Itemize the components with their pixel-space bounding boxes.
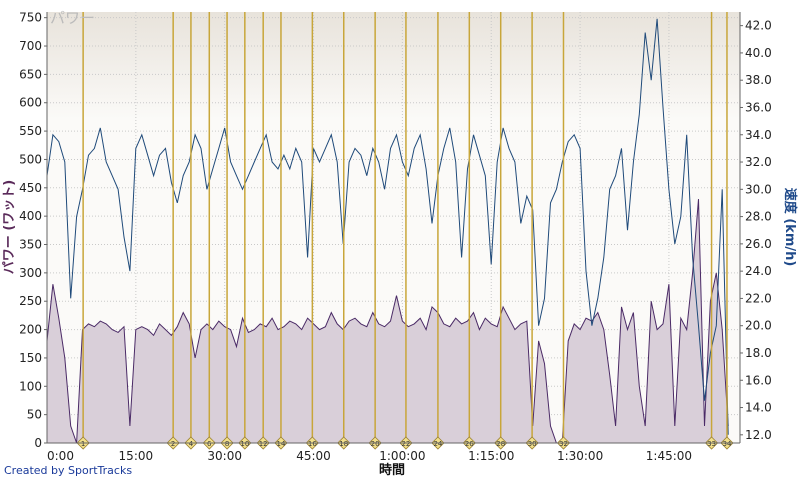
left-tick-label: 0 xyxy=(34,436,42,450)
right-tick-label: 36.0 xyxy=(745,100,772,114)
right-tick-label: 18.0 xyxy=(745,346,772,360)
power-line xyxy=(46,199,729,444)
left-tick-label: 550 xyxy=(19,124,42,138)
x-tick-label: 0:00 xyxy=(47,449,74,463)
left-tick-label: 200 xyxy=(19,323,42,337)
x-tick-label: 15:00 xyxy=(119,449,154,463)
lap-label: 1 xyxy=(81,440,85,448)
right-axis-title: 速度 (km/h) xyxy=(782,188,798,267)
lap-label: 33 xyxy=(707,440,716,448)
lap-label: 24 xyxy=(433,440,442,448)
left-tick-label: 750 xyxy=(19,11,42,25)
lap-label: 20 xyxy=(371,440,380,448)
right-tick-label: 14.0 xyxy=(745,401,772,415)
right-tick-label: 28.0 xyxy=(745,210,772,224)
right-tick-label: 30.0 xyxy=(745,182,772,196)
right-tick-label: 40.0 xyxy=(745,46,772,60)
lap-label: 34 xyxy=(723,440,732,448)
lap-marker[interactable]: 26 xyxy=(462,12,476,450)
lap-label: 2 xyxy=(171,440,175,448)
left-tick-label: 300 xyxy=(19,266,42,280)
right-tick-label: 20.0 xyxy=(745,319,772,333)
right-tick-label: 34.0 xyxy=(745,128,772,142)
x-tick-label: 1:30:00 xyxy=(557,449,603,463)
speed-line xyxy=(46,18,729,435)
left-tick-label: 700 xyxy=(19,39,42,53)
left-tick-label: 250 xyxy=(19,294,42,308)
lap-label: 28 xyxy=(496,440,505,448)
left-axis-ticks: 0 50 100 150 200 250 300 350 400 450 500 550 600 650 7… xyxy=(19,11,47,450)
left-tick-label: 600 xyxy=(19,96,42,110)
lap-label: 30 xyxy=(528,440,537,448)
right-tick-label: 22.0 xyxy=(745,291,772,305)
left-tick-label: 150 xyxy=(19,351,42,365)
power-area-fill xyxy=(47,199,729,443)
x-axis-title: 時間 xyxy=(379,462,405,478)
power-series xyxy=(46,199,729,444)
left-tick-label: 650 xyxy=(19,67,42,81)
lap-label: 4 xyxy=(189,440,194,448)
chart-title: パワー xyxy=(50,9,95,27)
lap-marker[interactable]: 16 xyxy=(305,12,319,450)
right-tick-label: 24.0 xyxy=(745,264,772,278)
lap-label: 12 xyxy=(259,440,268,448)
lap-label: 6 xyxy=(207,440,212,448)
x-tick-label: 30:00 xyxy=(207,449,242,463)
left-tick-label: 100 xyxy=(19,379,42,393)
left-tick-label: 450 xyxy=(19,181,42,195)
lap-marker[interactable]: 28 xyxy=(494,12,508,450)
left-tick-label: 400 xyxy=(19,209,42,223)
right-tick-label: 38.0 xyxy=(745,73,772,87)
credit-link[interactable]: Created by SportTracks xyxy=(4,464,133,477)
lap-label: 18 xyxy=(339,440,348,448)
left-tick-label: 500 xyxy=(19,152,42,166)
speed-series xyxy=(46,18,729,435)
lap-label: 16 xyxy=(308,440,317,448)
right-tick-label: 32.0 xyxy=(745,155,772,169)
right-tick-label: 26.0 xyxy=(745,237,772,251)
x-tick-label: 1:15:00 xyxy=(468,449,514,463)
lap-marker[interactable]: 8 xyxy=(220,12,234,450)
lap-label: 32 xyxy=(559,440,568,448)
right-tick-label: 42.0 xyxy=(745,19,772,33)
right-tick-label: 12.0 xyxy=(745,428,772,442)
x-tick-label: 45:00 xyxy=(296,449,331,463)
left-tick-label: 50 xyxy=(27,408,42,422)
lap-label: 22 xyxy=(401,440,410,448)
lap-label: 10 xyxy=(240,440,249,448)
left-tick-label: 350 xyxy=(19,238,42,252)
plot-frame xyxy=(46,12,741,444)
x-tick-label: 1:45:00 xyxy=(646,449,692,463)
left-axis-title: パワー (ワット) xyxy=(2,180,17,274)
lap-marker[interactable]: 32 xyxy=(556,12,571,450)
lap-label: 26 xyxy=(465,440,474,448)
x-tick-label: 1:00:00 xyxy=(379,449,425,463)
lap-label: 14 xyxy=(277,440,286,448)
lap-marker[interactable]: 2 xyxy=(166,12,180,450)
right-tick-label: 16.0 xyxy=(745,373,772,387)
right-axis-ticks: 12.0 14.0 16.0 18.0 20.0 22.0 24.0 26.0 28.0 30.0… xyxy=(740,19,772,442)
lap-marker[interactable]: 6 xyxy=(202,12,216,450)
lap-marker[interactable]: 18 xyxy=(337,12,351,450)
x-axis-ticks: 0:00 15:00 30:00 45:00 1:00:00 1:15:00 1:30:00… xyxy=(47,449,692,463)
lap-label: 8 xyxy=(225,440,229,448)
